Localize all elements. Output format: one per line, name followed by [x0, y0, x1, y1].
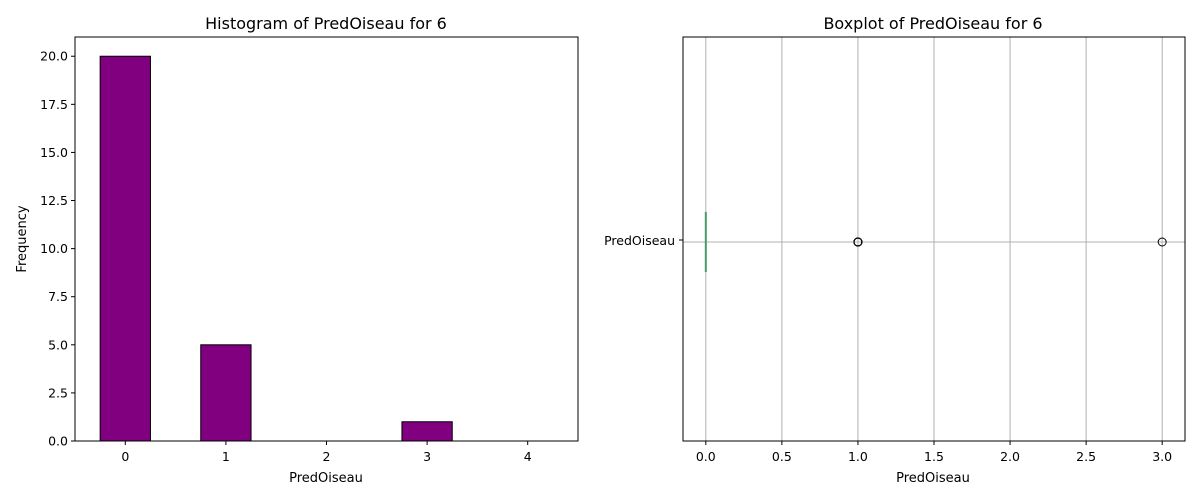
histogram-x-tick-label: 3: [423, 449, 431, 464]
histogram-x-ticks: 0 1 2 3 4: [121, 441, 532, 464]
boxplot-outlier-point: [1157, 237, 1167, 247]
boxplot-x-tick-label: 1.0: [848, 449, 868, 464]
boxplot-x-label: PredOiseau: [896, 471, 970, 486]
histogram-x-tick-label: 0: [121, 449, 129, 464]
histogram-y-tick-label: 15.0: [40, 145, 68, 160]
boxplot-marks: [704, 212, 1167, 272]
histogram-y-label: Frequency: [15, 205, 30, 272]
histogram-x-tick-label: 4: [524, 449, 532, 464]
histogram-y-ticks: 0.0 2.5 5.0 7.5 10.0 12.5 15.0 17.5 20.0: [40, 49, 75, 449]
histogram-y-tick-label: 2.5: [48, 385, 68, 400]
boxplot-x-tick-label: 0.5: [772, 449, 792, 464]
boxplot-outlier-point: [853, 237, 863, 247]
histogram-x-tick-label: 1: [222, 449, 230, 464]
histogram-title: Histogram of PredOiseau for 6: [205, 14, 447, 33]
boxplot-x-tick-label: 0.0: [696, 449, 716, 464]
histogram-y-tick-label: 5.0: [48, 337, 68, 352]
boxplot-x-tick-label: 1.5: [924, 449, 944, 464]
histogram-y-tick-label: 17.5: [40, 97, 68, 112]
histogram-bar-0: [99, 55, 151, 442]
histogram-bar-3: [401, 421, 453, 442]
histogram-chart: Histogram of PredOiseau for 6 0 1 2 3 4 0.0 2…: [15, 14, 579, 486]
histogram-bars: [99, 55, 453, 442]
boxplot-x-tick-label: 2.0: [1000, 449, 1020, 464]
boxplot-chart: Boxplot of PredOiseau for 6 0.0 0.5 1.0 1.5…: [604, 14, 1186, 486]
boxplot-x-tick-label: 3.0: [1152, 449, 1172, 464]
boxplot-category-label: PredOiseau: [604, 233, 675, 248]
histogram-y-tick-label: 0.0: [48, 434, 68, 449]
histogram-x-tick-label: 2: [323, 449, 331, 464]
histogram-y-tick-label: 20.0: [40, 49, 68, 64]
histogram-y-tick-label: 7.5: [48, 289, 68, 304]
boxplot-x-tick-label: 2.5: [1076, 449, 1096, 464]
histogram-bar-1: [200, 344, 252, 442]
histogram-y-tick-label: 10.0: [40, 241, 68, 256]
histogram-y-tick-label: 12.5: [40, 193, 68, 208]
boxplot-grid: [683, 37, 1185, 441]
boxplot-title: Boxplot of PredOiseau for 6: [823, 14, 1042, 33]
histogram-x-label: PredOiseau: [289, 471, 363, 486]
boxplot-x-ticks: 0.0 0.5 1.0 1.5 2.0 2.5 3.0: [696, 441, 1172, 464]
